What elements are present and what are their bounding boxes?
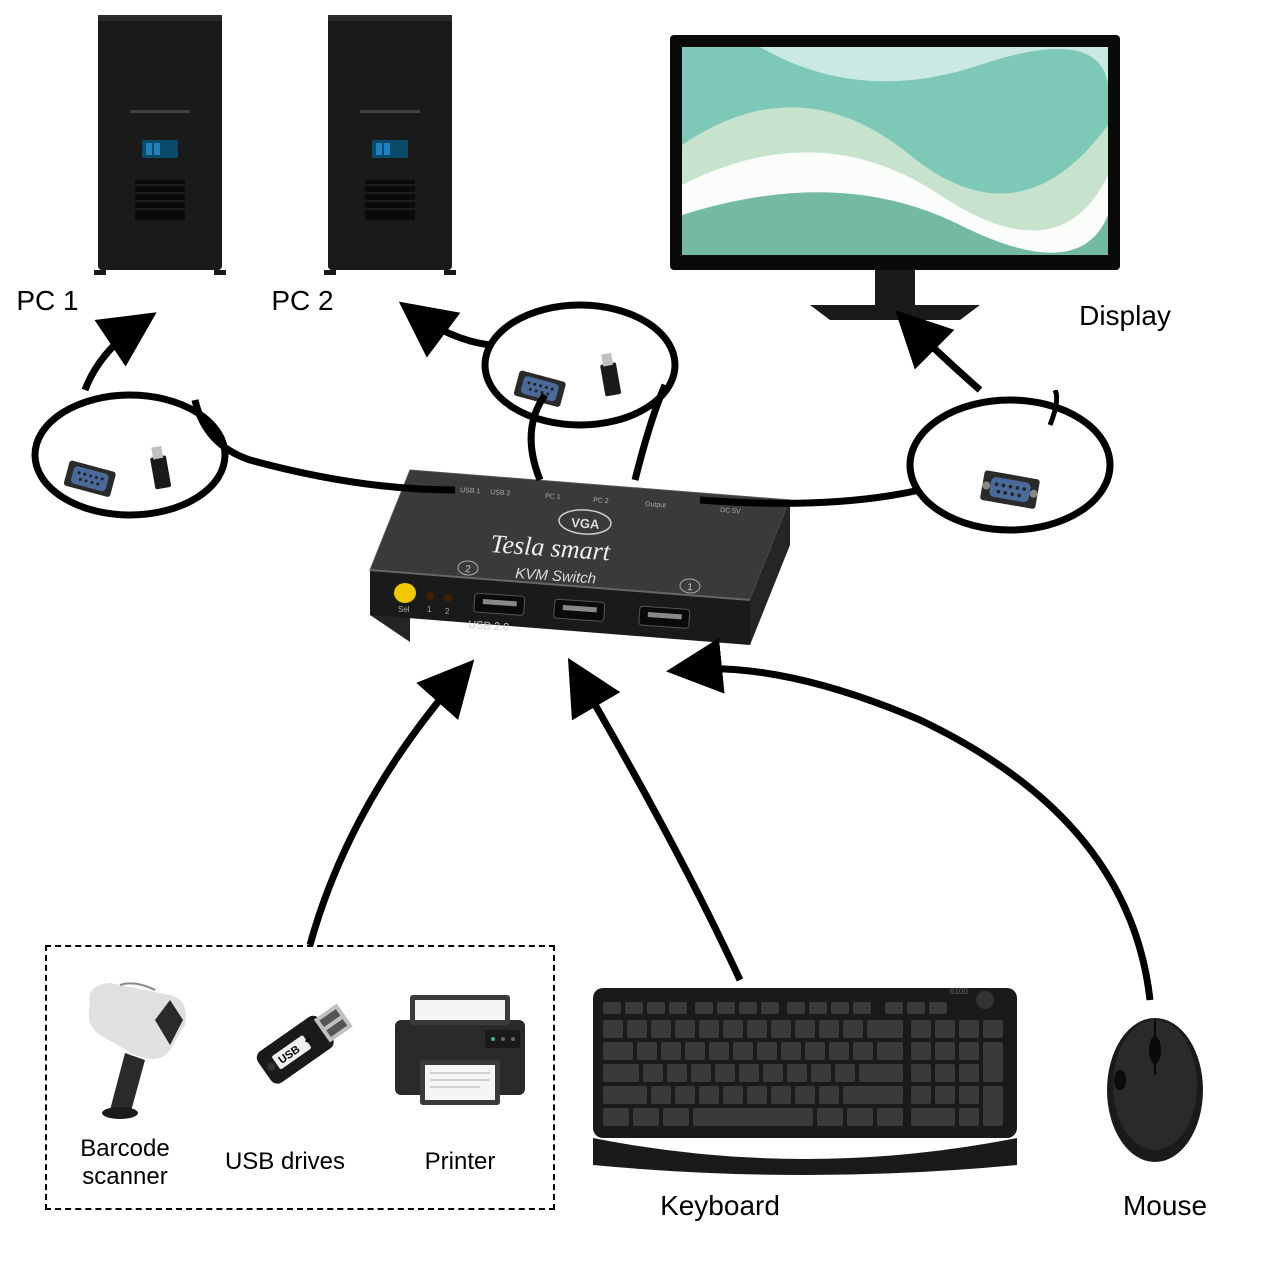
svg-text:PC 1: PC 1 <box>545 493 561 501</box>
barcode-label: Barcode scanner <box>55 1135 195 1191</box>
svg-text:DC 5V: DC 5V <box>720 507 741 515</box>
pc2-tower <box>320 15 460 280</box>
kvm-hub: USB 1 USB 2 PC 1 PC 2 Output DC 5V VGA T… <box>350 460 810 695</box>
mouse <box>1095 1000 1215 1170</box>
keyboard: 6100 <box>585 980 1025 1190</box>
svg-text:USB 2: USB 2 <box>490 489 511 497</box>
svg-text:USB 2.0: USB 2.0 <box>468 619 510 634</box>
svg-text:PC 2: PC 2 <box>593 497 609 505</box>
svg-text:1: 1 <box>427 605 432 614</box>
display-label: Display <box>1055 300 1195 332</box>
svg-text:2: 2 <box>445 607 450 616</box>
keyboard-label: Keyboard <box>630 1190 810 1222</box>
pc1-label: PC 1 <box>0 285 95 317</box>
vga-cable-display <box>900 390 1120 545</box>
svg-text:Output: Output <box>645 501 667 509</box>
svg-text:USB 1: USB 1 <box>460 487 481 495</box>
svg-text:VGA: VGA <box>571 515 601 532</box>
printer-label: Printer <box>400 1148 520 1176</box>
svg-text:6100: 6100 <box>950 987 968 996</box>
printer <box>385 985 535 1120</box>
usb-drive: USB ⬌ <box>225 975 365 1120</box>
display-monitor <box>660 25 1130 340</box>
mouse-label: Mouse <box>1105 1190 1225 1222</box>
usb-label: USB drives <box>205 1148 365 1176</box>
pc1-tower <box>90 15 230 280</box>
svg-text:Sel: Sel <box>398 605 410 614</box>
vga-usb-cable-pc1 <box>30 390 230 525</box>
barcode-scanner <box>75 975 205 1125</box>
pc2-label: PC 2 <box>255 285 350 317</box>
vga-usb-cable-pc2 <box>480 300 680 435</box>
